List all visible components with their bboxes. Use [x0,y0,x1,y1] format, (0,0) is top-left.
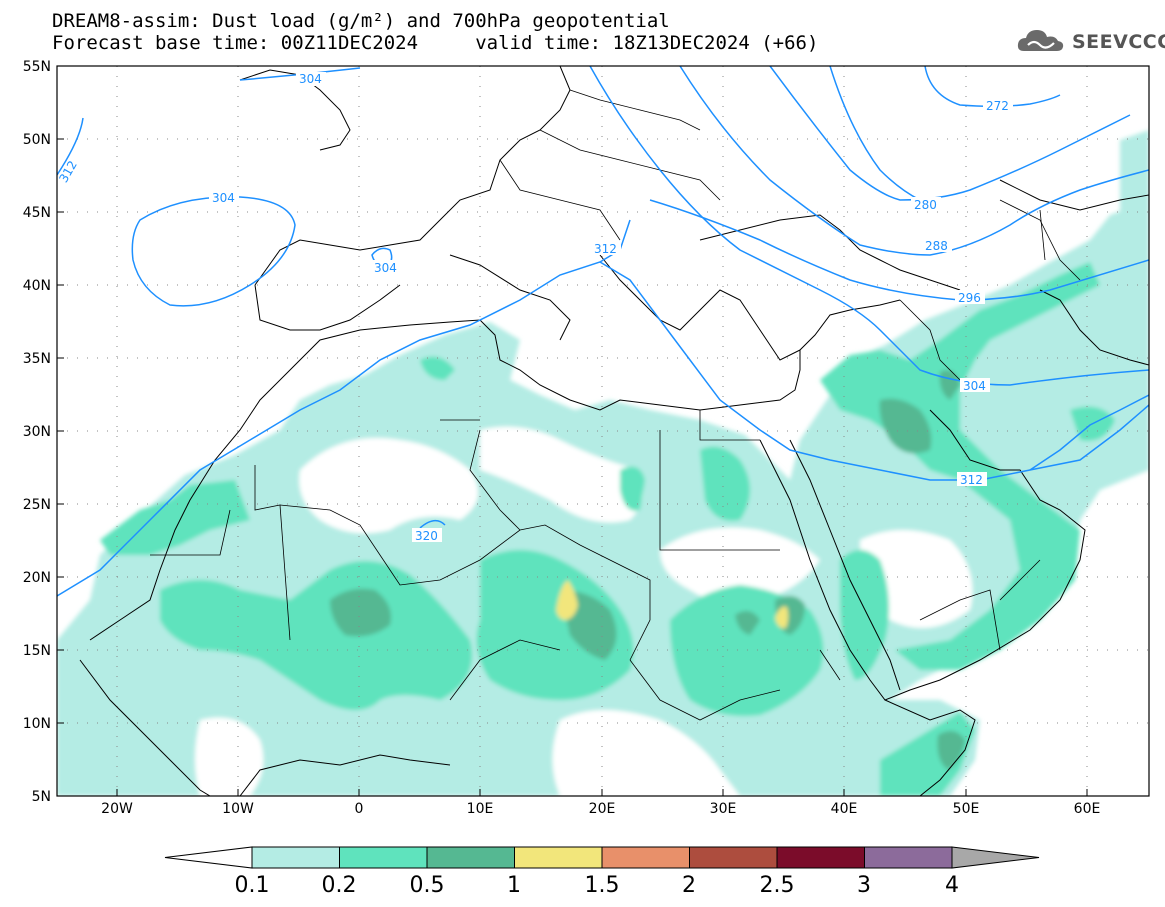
lon-tick-label: 30E [710,801,737,817]
lat-tick-label: 10N [23,716,51,732]
contour-label: 288 [925,239,948,253]
colorbar-label: 0.1 [235,873,270,898]
dust-shading [57,130,1149,796]
colorbar-boxes [164,846,1040,869]
lon-tick-label: 40E [831,801,858,817]
axis-ticks [57,138,1088,796]
colorbar-swatch [339,846,428,869]
colorbar-label: 1 [507,873,521,898]
colorbar-swatch [689,846,778,869]
contour-label: 312 [594,242,617,256]
contour-label: 296 [958,291,981,305]
contour-label: 304 [374,261,397,275]
contour-label: 280 [914,198,937,212]
title-line-2: Forecast base time: 00Z11DEC2024 valid t… [52,32,819,54]
colorbar: 0.1 0.2 0.5 1 1.5 2 2.5 3 4 [164,846,1040,898]
logo-text: SEEVCCC [1072,31,1165,53]
seevccc-logo: SEEVCCC [1016,27,1165,57]
colorbar-swatch [951,846,1040,869]
colorbar-label: 4 [945,873,959,898]
lat-tick-label: 50N [23,132,51,148]
contour-label: 272 [986,99,1009,113]
lat-tick-label: 20N [23,570,51,586]
dust-level-0-2 [100,262,1115,796]
borders [150,89,1081,721]
contour-label: 304 [299,72,322,86]
lat-tick-labels: 55N 50N 45N 40N 35N 30N 25N 20N 15N 10N … [23,59,51,805]
colorbar-swatch [776,846,865,869]
contour-label: 312 [960,473,983,487]
lat-tick-label: 35N [23,351,51,367]
lat-lon-grid [57,66,1149,796]
colorbar-swatch [426,846,515,869]
colorbar-swatch [601,846,690,869]
colorbar-label: 3 [857,873,871,898]
colorbar-labels: 0.1 0.2 0.5 1 1.5 2 2.5 3 4 [235,873,960,898]
colorbar-swatch [251,846,340,869]
map-title: DREAM8-assim: Dust load (g/m²) and 700hP… [52,10,818,54]
dust-level-1 [556,580,789,629]
lat-tick-label: 25N [23,497,51,513]
lat-tick-label: 55N [23,59,51,75]
lon-tick-label: 60E [1074,801,1101,817]
lon-tick-label: 50E [953,801,980,817]
contour-label: 312 [56,158,80,185]
contour-labels: 304 312 304 304 272 280 288 296 312 304 … [56,72,1013,543]
colorbar-label: 0.2 [322,873,357,898]
dust-level-0-5 [330,370,965,770]
contour-label: 304 [212,191,235,205]
lat-tick-label: 45N [23,205,51,221]
lon-tick-labels: 20W 10W 0 10E 20E 30E 40E 50E 60E [101,801,1100,817]
colorbar-swatch [514,846,603,869]
lon-tick-label: 10W [222,801,254,817]
lon-tick-label: 0 [355,801,364,817]
cloud-icon [1016,25,1066,59]
contour-label: 304 [963,379,986,393]
contour-label: 320 [415,529,438,543]
colorbar-label: 1.5 [585,873,620,898]
title-line-1: DREAM8-assim: Dust load (g/m²) and 700hP… [52,10,670,32]
lat-tick-label: 40N [23,278,51,294]
lon-tick-label: 20W [101,801,133,817]
lon-tick-label: 20E [589,801,616,817]
colorbar-label: 0.5 [410,873,445,898]
colorbar-swatch [864,846,953,869]
coastlines [79,66,1149,796]
colorbar-label: 2.5 [760,873,795,898]
lat-tick-label: 30N [23,424,51,440]
colorbar-label: 2 [682,873,696,898]
lat-tick-label: 15N [23,643,51,659]
lon-tick-label: 10E [467,801,494,817]
dust-holes [195,290,973,796]
colorbar-swatch [164,846,253,869]
lat-tick-label: 5N [32,789,51,805]
